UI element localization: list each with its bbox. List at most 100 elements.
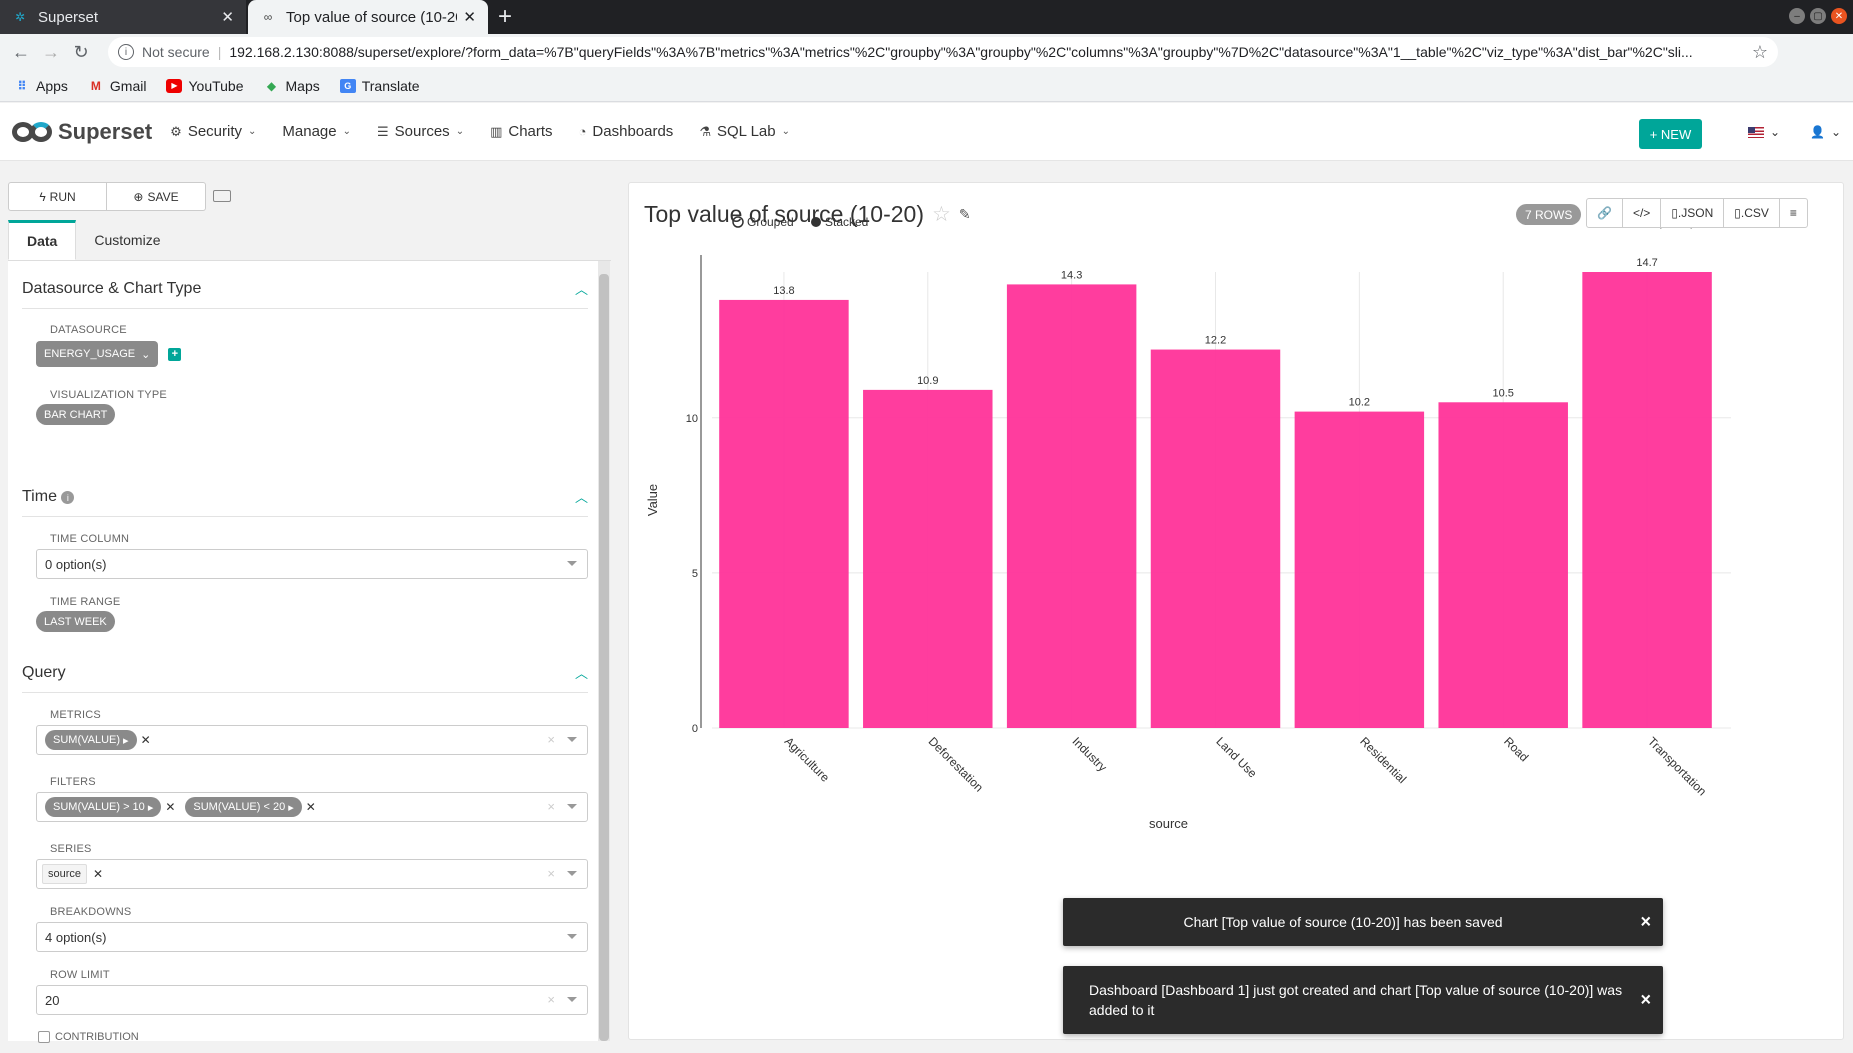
tab-close-icon[interactable]: ✕ — [463, 9, 476, 26]
brand-name: Superset — [58, 118, 153, 144]
browser-tab-chart[interactable]: ∞ Top value of source (10-20 ✕ — [248, 0, 488, 34]
row-limit-select[interactable]: 20 × — [36, 985, 588, 1015]
metric-tag[interactable]: SUM(VALUE) ▸ — [45, 730, 137, 750]
url-text[interactable]: 192.168.2.130:8088/superset/explore/?for… — [229, 44, 1693, 60]
chevron-up-icon[interactable]: ︿ — [574, 666, 588, 681]
favorite-star-icon[interactable]: ☆ — [932, 203, 951, 226]
remove-tag-icon[interactable]: ✕ — [165, 800, 176, 814]
save-button[interactable]: ⊕ SAVE — [107, 182, 206, 211]
file-icon: ▯ — [1671, 206, 1678, 220]
caret-down-icon — [567, 934, 577, 939]
run-button[interactable]: ϟ RUN — [8, 182, 107, 211]
more-menu-button[interactable]: ≡ — [1778, 198, 1808, 228]
contribution-checkbox[interactable] — [38, 1031, 50, 1044]
code-icon: </> — [1632, 206, 1651, 220]
browser-tab-superset[interactable]: ✲ Superset ✕ — [0, 0, 246, 34]
nav-manage[interactable]: Manage ⌄ — [282, 123, 351, 140]
brand-logo[interactable]: Superset — [12, 119, 152, 145]
chevron-up-icon[interactable]: ︿ — [574, 490, 588, 505]
bookmark-translate[interactable]: G Translate — [339, 77, 420, 94]
tab-customize[interactable]: Customize — [94, 232, 161, 248]
tab-data[interactable]: Data — [8, 220, 77, 260]
nav-sql-lab[interactable]: ⚗ SQL Lab ⌄ — [699, 123, 790, 140]
superset-logo-icon — [12, 120, 54, 144]
bookmark-maps[interactable]: ◆ Maps — [264, 78, 320, 94]
filters-select[interactable]: SUM(VALUE) > 10 ▸ ✕ SUM(VALUE) < 20 ▸ ✕ × — [36, 792, 588, 822]
series-select[interactable]: source ✕ × — [36, 859, 588, 889]
address-bar[interactable]: i Not secure | 192.168.2.130:8088/supers… — [108, 37, 1778, 67]
close-icon[interactable]: × — [1640, 989, 1651, 1010]
add-datasource-icon[interactable]: + — [168, 347, 182, 361]
caret-right-icon: ▸ — [288, 801, 294, 814]
stacked-label: Stacked — [825, 215, 868, 229]
back-arrow-icon[interactable]: ← — [12, 41, 30, 62]
keyboard-icon[interactable] — [213, 190, 231, 202]
grouped-option[interactable]: Grouped — [732, 215, 794, 229]
remove-tag-icon[interactable]: ✕ — [305, 800, 316, 814]
new-button[interactable]: + NEW — [1639, 119, 1702, 149]
info-icon[interactable]: i — [61, 491, 75, 504]
remove-tag-icon[interactable]: ✕ — [93, 867, 104, 881]
bookmark-label: Translate — [361, 77, 420, 94]
metrics-select[interactable]: SUM(VALUE) ▸ ✕ × — [36, 725, 588, 755]
clear-icon[interactable]: × — [547, 799, 555, 814]
flask-icon: ⚗ — [699, 123, 711, 139]
csv-button[interactable]: ▯ .CSV — [1723, 198, 1780, 228]
grouped-label: Grouped — [747, 215, 794, 229]
x-tick-label: Industry — [1070, 734, 1110, 774]
section-header[interactable]: Query ︿ — [22, 653, 588, 693]
tab-close-icon[interactable]: ✕ — [221, 9, 234, 26]
nav-sources[interactable]: ☰ Sources ⌄ — [377, 123, 464, 140]
clear-icon[interactable]: × — [547, 992, 555, 1007]
nav-label: Manage — [282, 123, 337, 140]
language-selector[interactable]: ⌄ — [1748, 125, 1780, 139]
minimize-icon[interactable]: – — [1789, 8, 1805, 24]
reload-icon[interactable]: ↻ — [73, 41, 89, 62]
datasource-select[interactable]: ENERGY_USAGE ⌄ — [36, 341, 159, 367]
time-column-select[interactable]: 0 option(s) — [36, 549, 588, 579]
bookmark-youtube[interactable]: ▶ YouTube — [166, 78, 244, 94]
section-title: Query — [22, 663, 66, 681]
section-header[interactable]: Time i ︿ — [22, 477, 588, 517]
control-tabs: Data Customize — [8, 220, 611, 261]
chart-title: Top value of source (10-20) — [644, 201, 924, 227]
nav-charts[interactable]: ▥ Charts — [490, 123, 552, 140]
close-icon[interactable]: × — [1640, 911, 1651, 932]
caret-down-icon — [567, 804, 577, 809]
bookmark-apps[interactable]: ⠿ Apps — [14, 78, 68, 94]
breakdowns-select[interactable]: 4 option(s) — [36, 922, 588, 952]
series-tag[interactable]: source — [42, 864, 88, 884]
maximize-icon[interactable]: ▢ — [1810, 8, 1826, 24]
embed-code-button[interactable]: </> — [1621, 198, 1662, 228]
query-section: Query ︿ — [22, 653, 588, 693]
caret-right-icon: ▸ — [123, 734, 129, 747]
time-range-select[interactable]: LAST WEEK — [36, 611, 115, 632]
close-window-icon[interactable]: ✕ — [1831, 8, 1847, 24]
chevron-up-icon[interactable]: ︿ — [574, 282, 588, 297]
json-button[interactable]: ▯ .JSON — [1660, 198, 1725, 228]
hamburger-icon: ≡ — [1789, 206, 1797, 220]
forward-arrow-icon[interactable]: → — [42, 41, 60, 62]
viz-type-select[interactable]: BAR CHART — [36, 404, 116, 425]
user-menu[interactable]: 👤 ⌄ — [1810, 125, 1841, 139]
filter-tag[interactable]: SUM(VALUE) > 10 ▸ — [45, 797, 162, 817]
clear-icon[interactable]: × — [547, 866, 555, 881]
grouped-stacked-toggle: Grouped Stacked — [732, 215, 868, 229]
remove-tag-icon[interactable]: ✕ — [140, 733, 151, 747]
new-tab-icon[interactable]: + — [498, 3, 513, 30]
bookmark-star-icon[interactable]: ☆ — [1751, 41, 1768, 62]
section-header[interactable]: Datasource & Chart Type ︿ — [22, 269, 588, 309]
info-icon[interactable]: i — [118, 44, 134, 60]
nav-label: Security — [187, 123, 242, 140]
link-button[interactable]: 🔗 — [1586, 198, 1623, 228]
filter-tag[interactable]: SUM(VALUE) < 20 ▸ — [185, 797, 302, 817]
edit-icon[interactable]: ✎ — [958, 206, 971, 222]
scrollbar-thumb[interactable] — [599, 274, 609, 1041]
clear-icon[interactable]: × — [547, 732, 555, 747]
nav-security[interactable]: ⚙ Security ⌄ — [170, 123, 256, 140]
stacked-option[interactable]: Stacked — [811, 215, 868, 229]
filter-value: SUM(VALUE) < 20 — [193, 801, 286, 813]
nav-dashboards[interactable]: ◔ Dashboards — [579, 123, 674, 140]
bookmark-gmail[interactable]: M Gmail — [88, 78, 147, 94]
nav-label: Dashboards — [592, 123, 674, 140]
